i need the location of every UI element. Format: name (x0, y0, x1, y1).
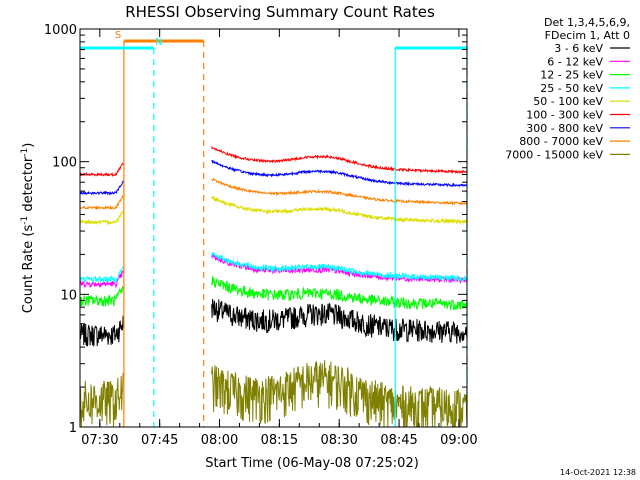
series-line-3 (79, 275, 468, 311)
y-label-part-3: ) (21, 143, 36, 148)
y-tick-label-0: 1 (69, 421, 77, 436)
footer-date: 14-Oct-2021 12:38 (560, 468, 636, 477)
legend-header-line-2: FDecim 1, Att 0 (545, 29, 630, 42)
x-axis-label: Start Time (06-May-08 07:25:02) (205, 456, 419, 471)
x-tick-label-1: 07:45 (141, 433, 178, 448)
y-tick-label-1: 10 (60, 288, 77, 303)
series-line-6 (79, 146, 468, 177)
series-line-5 (79, 195, 467, 226)
axis-layer: 07:30 07:45 08:00 08:15 08:30 08:45 09:00 1 10 10… (44, 23, 478, 448)
y-axis-label: Count Rate (s-1 detector-1) (20, 143, 36, 314)
x-tick-label-3: 08:15 (261, 433, 298, 448)
y-label-part-2: detector (21, 156, 36, 216)
legend-label-6: 100 - 300 keV (526, 109, 603, 122)
series-line-7 (79, 159, 468, 196)
y-tick-label-3: 1000 (44, 23, 77, 38)
legend-label-8: 800 - 7000 keV (519, 135, 603, 148)
x-tick-label-5: 08:45 (380, 433, 417, 448)
y-label-sup-2: -1 (20, 148, 30, 157)
legend-header-line-1: Det 1,3,4,5,6,9, (544, 16, 630, 29)
flag-label-2: N (155, 37, 162, 48)
x-tick-label-2: 08:00 (201, 433, 238, 448)
legend-label-7: 300 - 800 keV (526, 122, 603, 135)
chart-title: RHESSI Observing Summary Count Rates (125, 3, 435, 21)
y-label-part-1: Count Rate (s (21, 225, 36, 314)
series-line-4 (79, 252, 468, 284)
x-tick-label-4: 08:30 (320, 433, 357, 448)
legend-label-2: 6 - 12 keV (547, 55, 603, 68)
plot-frame (79, 28, 468, 428)
flag-label-1: S (115, 30, 121, 41)
legend-label-3: 12 - 25 keV (540, 69, 603, 82)
legend-label-5: 50 - 100 keV (533, 95, 603, 108)
flag-layer: SN (80, 30, 468, 427)
series-line-1 (79, 298, 468, 347)
legend-label-9: 7000 - 15000 keV (505, 148, 603, 161)
y-label-sup-1: -1 (20, 216, 30, 225)
series-line-8 (79, 177, 468, 211)
x-tick-label-6: 09:00 (440, 433, 477, 448)
legend-label-1: 3 - 6 keV (554, 42, 603, 55)
legend: Det 1,3,4,5,6,9, FDecim 1, Att 0 3 - 6 k… (505, 16, 630, 161)
x-tick-label-0: 07:30 (81, 433, 118, 448)
y-tick-label-2: 100 (52, 156, 77, 171)
legend-label-4: 25 - 50 keV (540, 82, 603, 95)
series-layer (79, 146, 468, 428)
series-line-9 (79, 360, 468, 428)
